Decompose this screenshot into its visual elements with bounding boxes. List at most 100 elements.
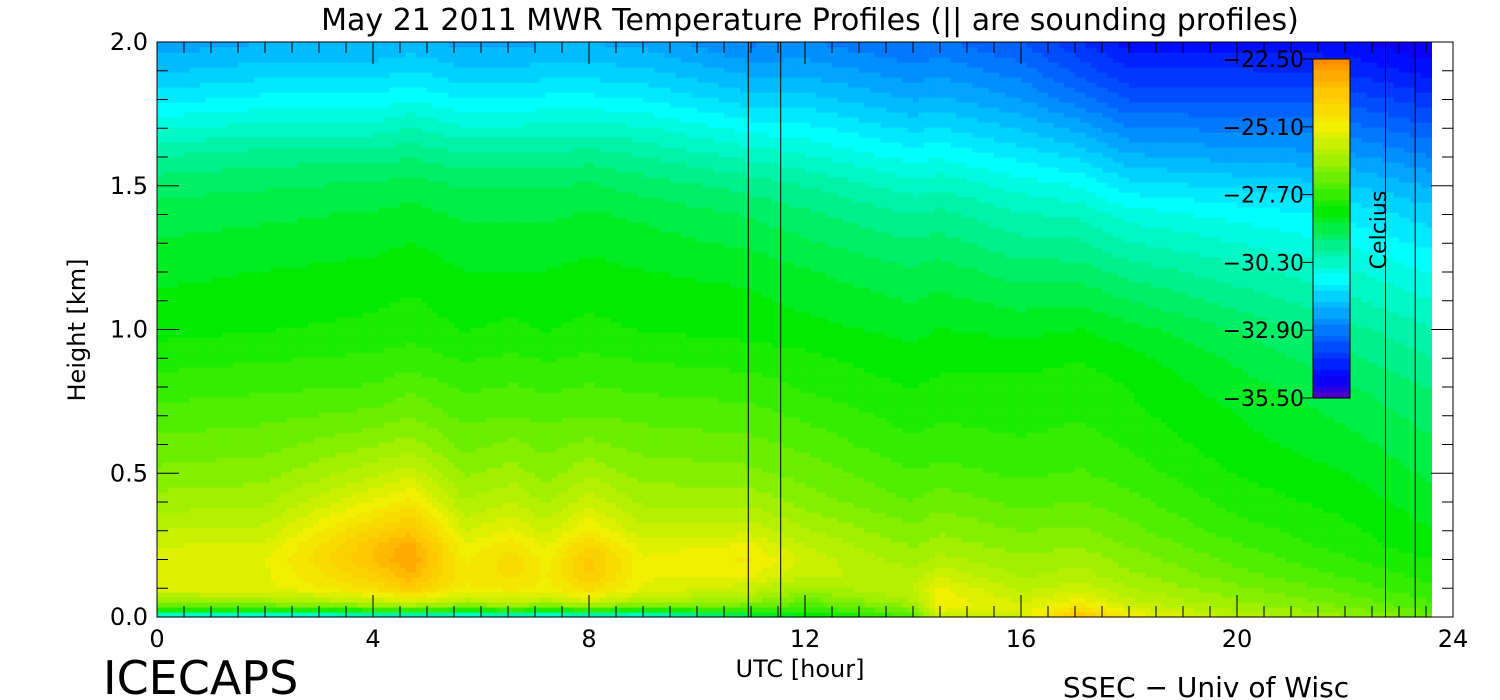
heat-cell: [335, 362, 341, 368]
heat-cell: [281, 377, 287, 383]
heat-cell: [357, 102, 363, 108]
heat-cell: [287, 222, 293, 228]
heat-cell: [249, 382, 255, 388]
heat-cell: [346, 372, 352, 378]
heat-cell: [357, 287, 363, 293]
heat-cell: [222, 222, 228, 228]
heat-cell: [168, 407, 174, 413]
heat-cell: [162, 172, 168, 178]
heat-cell: [330, 562, 336, 568]
heat-cell: [346, 157, 352, 163]
heat-cell: [373, 327, 379, 333]
heat-cell: [216, 317, 222, 323]
heat-cell: [287, 302, 293, 308]
heat-cell: [292, 282, 298, 288]
heat-cell: [389, 537, 395, 543]
heat-cell: [238, 252, 244, 258]
heat-cell: [281, 387, 287, 393]
heat-cell: [324, 532, 330, 538]
heat-cell: [189, 132, 195, 138]
heat-cell: [179, 357, 185, 363]
heat-cell: [162, 567, 168, 573]
heat-cell: [195, 427, 201, 433]
heat-cell: [249, 402, 255, 408]
heat-cell: [211, 277, 217, 283]
heat-cell: [378, 77, 384, 83]
heat-cell: [216, 382, 222, 388]
heat-cell: [227, 537, 233, 543]
heat-cell: [173, 297, 179, 303]
heat-cell: [297, 442, 303, 448]
heat-cell: [173, 587, 179, 593]
heat-cell: [173, 512, 179, 518]
heat-cell: [173, 162, 179, 168]
heat-cell: [238, 317, 244, 323]
heat-cell: [265, 367, 271, 373]
heat-cell: [179, 287, 185, 293]
heat-cell: [162, 392, 168, 398]
heat-cell: [389, 547, 395, 553]
chart-title: May 21 2011 MWR Temperature Profiles (||…: [321, 3, 1299, 38]
heat-cell: [260, 137, 266, 143]
heat-cell: [362, 257, 368, 263]
heat-cell: [254, 152, 260, 158]
heat-cell: [233, 567, 239, 573]
heat-cell: [179, 57, 185, 63]
heat-cell: [297, 537, 303, 543]
heat-cell: [373, 302, 379, 308]
heat-cell: [308, 582, 314, 588]
heat-cell: [168, 357, 174, 363]
heat-cell: [157, 102, 163, 108]
heat-cell: [276, 182, 282, 188]
heat-cell: [238, 542, 244, 548]
heat-cell: [330, 402, 336, 408]
heat-cell: [330, 392, 336, 398]
heat-cell: [384, 142, 390, 148]
heat-cell: [335, 497, 341, 503]
heat-cell: [384, 347, 390, 353]
heat-cell: [238, 322, 244, 328]
heat-cell: [378, 402, 384, 408]
heat-cell: [216, 322, 222, 328]
heat-cell: [211, 262, 217, 268]
heat-cell: [384, 147, 390, 153]
heat-cell: [260, 432, 266, 438]
heat-cell: [281, 537, 287, 543]
heat-cell: [173, 562, 179, 568]
heat-cell: [222, 542, 228, 548]
heat-cell: [287, 277, 293, 283]
heat-cell: [276, 517, 282, 523]
heat-cell: [189, 42, 195, 48]
heat-cell: [168, 157, 174, 163]
heat-cell: [324, 542, 330, 548]
heat-cell: [179, 572, 185, 578]
heat-cell: [216, 272, 222, 278]
heat-cell: [222, 67, 228, 73]
heat-cell: [227, 282, 233, 288]
heat-cell: [243, 297, 249, 303]
heat-cell: [211, 512, 217, 518]
heat-cell: [168, 362, 174, 368]
heat-cell: [184, 452, 190, 458]
heat-cell: [287, 352, 293, 358]
heat-cell: [281, 82, 287, 88]
heat-cell: [378, 497, 384, 503]
heat-cell: [227, 292, 233, 298]
heat-cell: [162, 92, 168, 98]
heat-cell: [373, 502, 379, 508]
heat-cell: [211, 507, 217, 513]
heat-cell: [243, 307, 249, 313]
heat-cell: [260, 227, 266, 233]
heat-cell: [195, 182, 201, 188]
heat-cell: [206, 162, 212, 168]
heat-cell: [384, 542, 390, 548]
heat-cell: [292, 592, 298, 598]
heat-cell: [330, 357, 336, 363]
heat-cell: [233, 482, 239, 488]
heat-cell: [189, 372, 195, 378]
heat-cell: [260, 592, 266, 598]
heat-cell: [238, 362, 244, 368]
heat-cell: [195, 137, 201, 143]
heat-cell: [173, 387, 179, 393]
heat-cell: [265, 52, 271, 58]
